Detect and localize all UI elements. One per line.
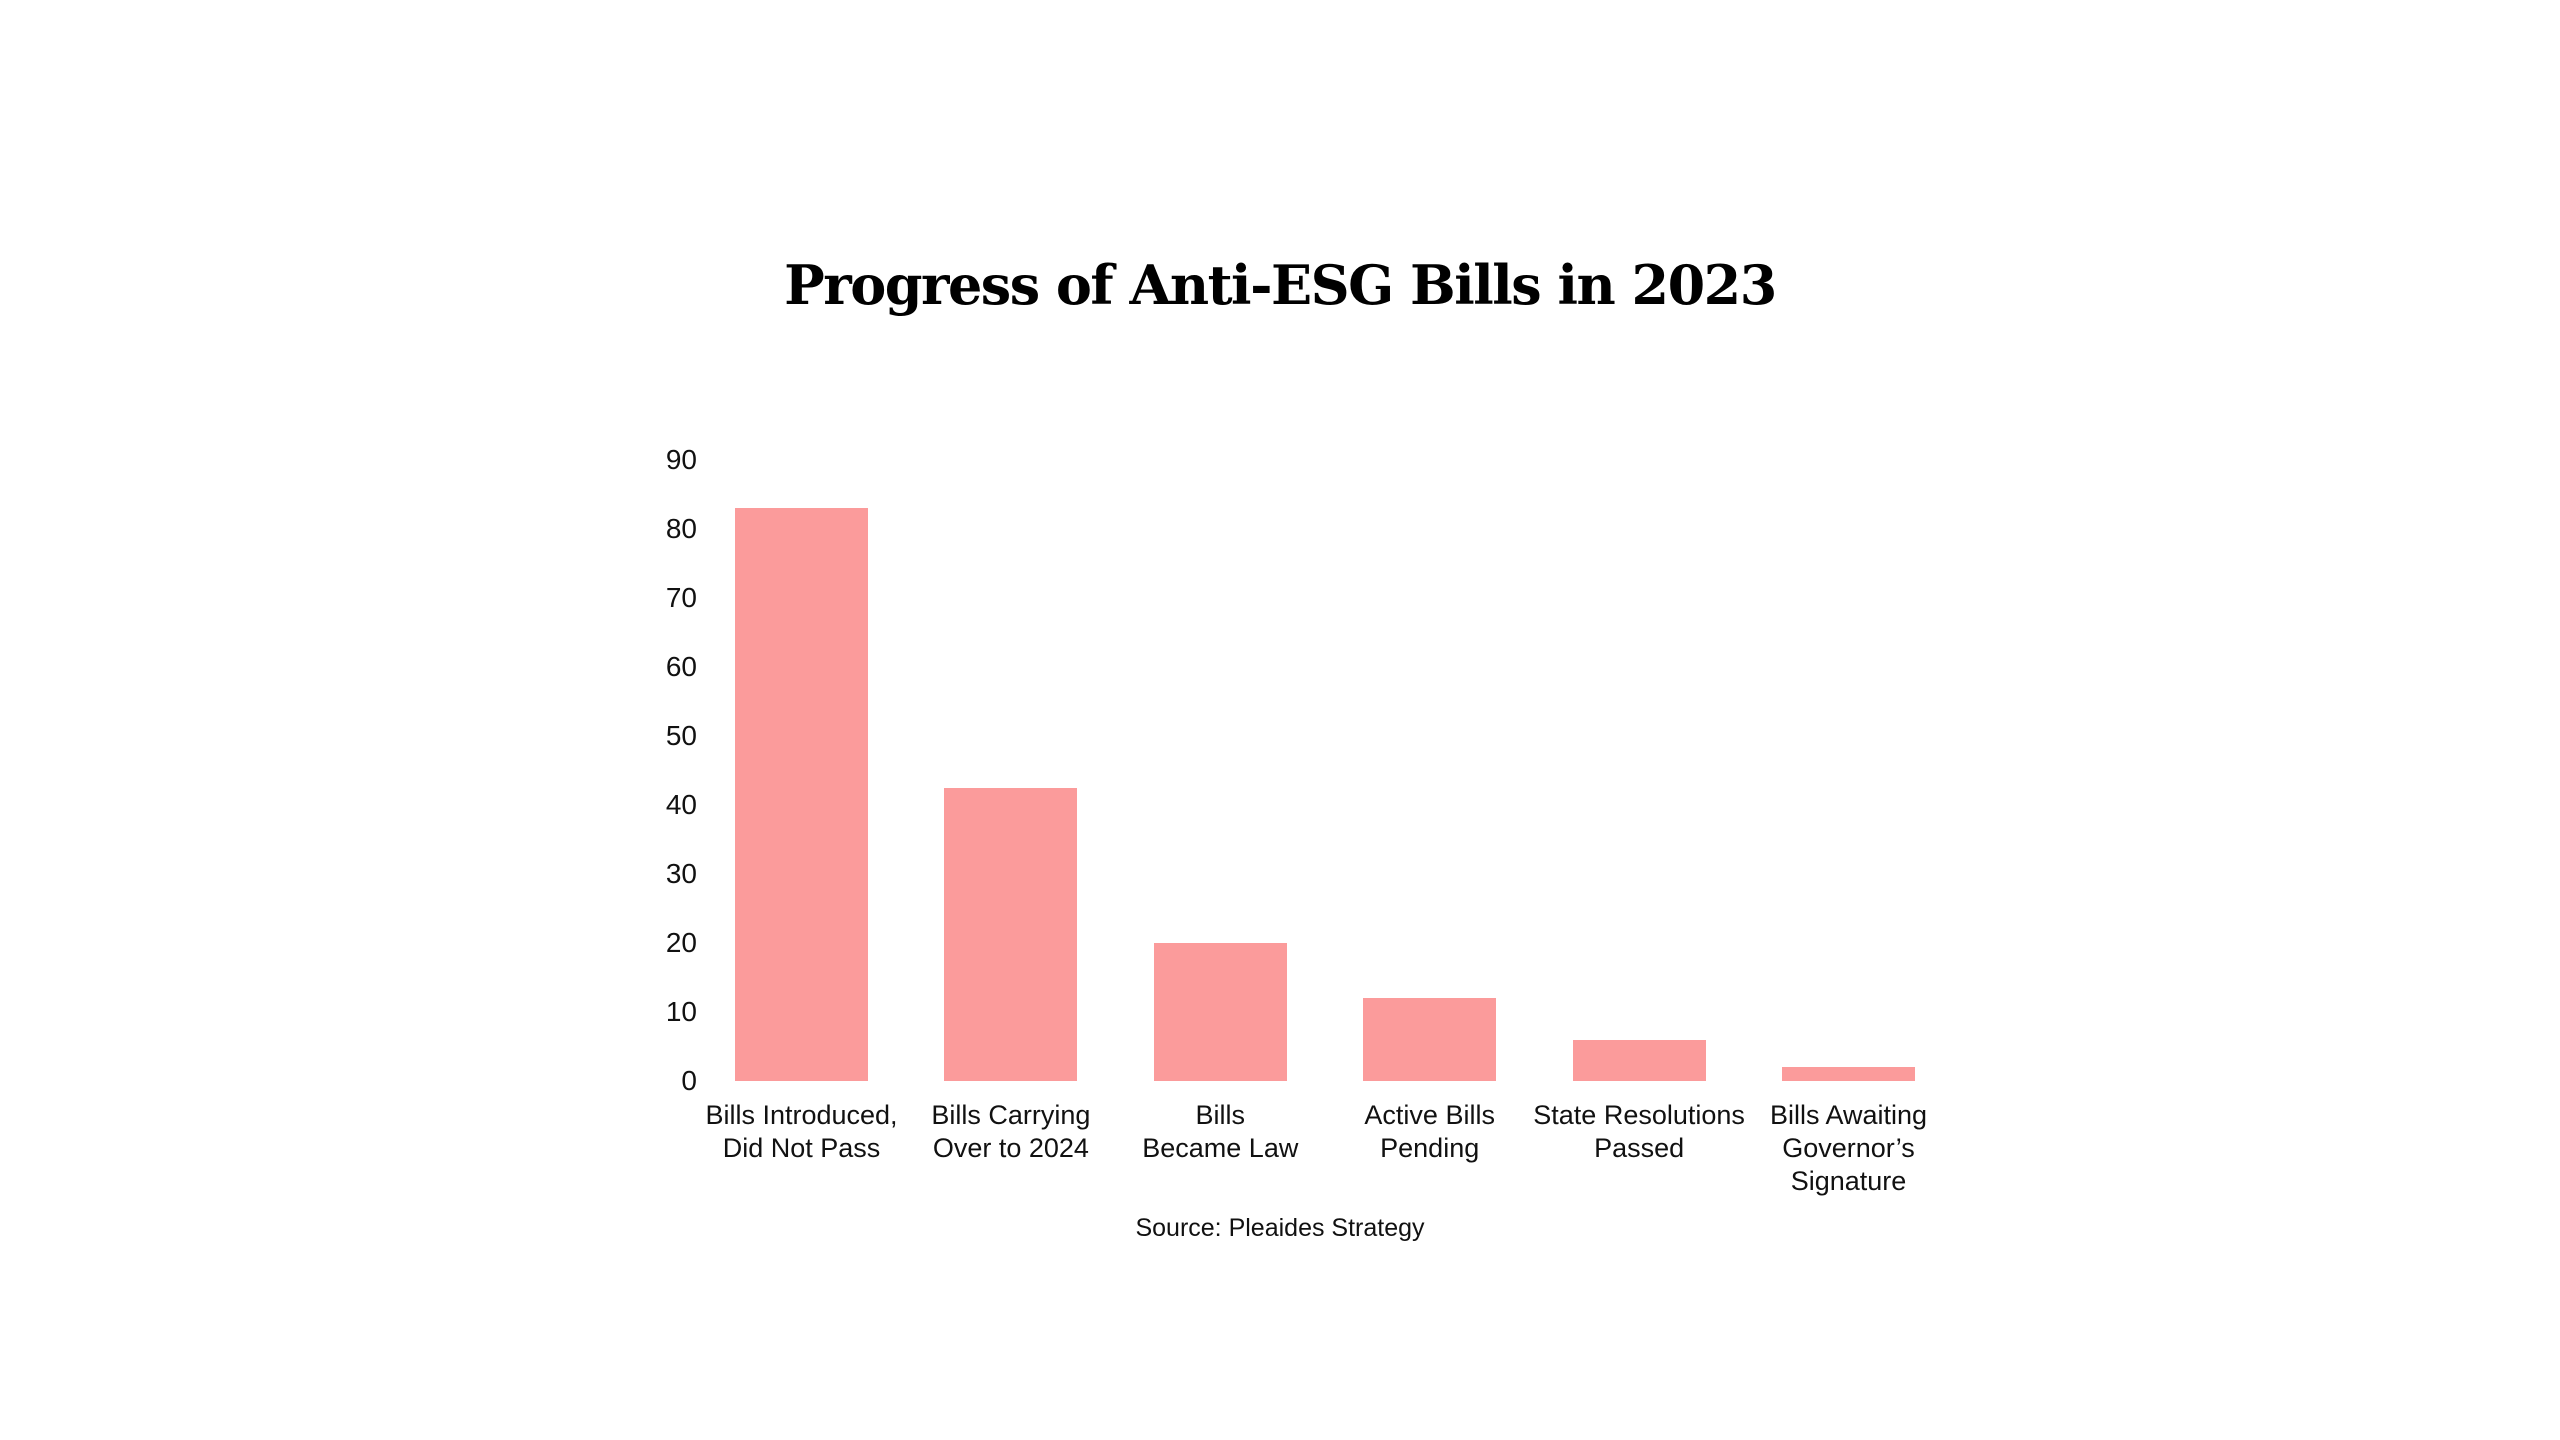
source-caption: Source: Pleaides Strategy: [1135, 1214, 1425, 1242]
y-axis-tick-label: 50: [665, 720, 697, 751]
x-axis-category-label: State Resolutions Passed: [1533, 1100, 1745, 1163]
bar: [735, 508, 868, 1081]
y-axis-tick-label: 80: [665, 513, 697, 544]
x-axis-category-label: Active Bills Pending: [1364, 1100, 1495, 1163]
y-axis-tick-label: 90: [665, 444, 697, 475]
y-axis-tick-label: 0: [681, 1065, 697, 1096]
x-axis-category-label: Bills Introduced, Did Not Pass: [705, 1100, 898, 1163]
bar: [1782, 1067, 1915, 1081]
x-axis-category-label: Bills Became Law: [1142, 1100, 1299, 1163]
chart-title: Progress of Anti-ESG Bills in 2023: [784, 253, 1777, 317]
bar: [1153, 943, 1287, 1081]
x-axis-category-label: Bills Awaiting Governor’s Signature: [1769, 1100, 1928, 1196]
y-axis-tick-label: 40: [665, 789, 697, 820]
bar: [944, 787, 1078, 1081]
y-axis-tick-label: 10: [665, 996, 697, 1027]
x-axis-category-label: Bills Carrying Over to 2024: [931, 1100, 1091, 1163]
bar: [1572, 1039, 1706, 1081]
bar: [1363, 998, 1497, 1081]
y-axis-tick-label: 60: [665, 651, 697, 682]
y-axis-tick-label: 20: [665, 927, 697, 958]
y-axis-tick-label: 30: [665, 858, 697, 889]
y-axis-tick-label: 70: [665, 582, 697, 613]
